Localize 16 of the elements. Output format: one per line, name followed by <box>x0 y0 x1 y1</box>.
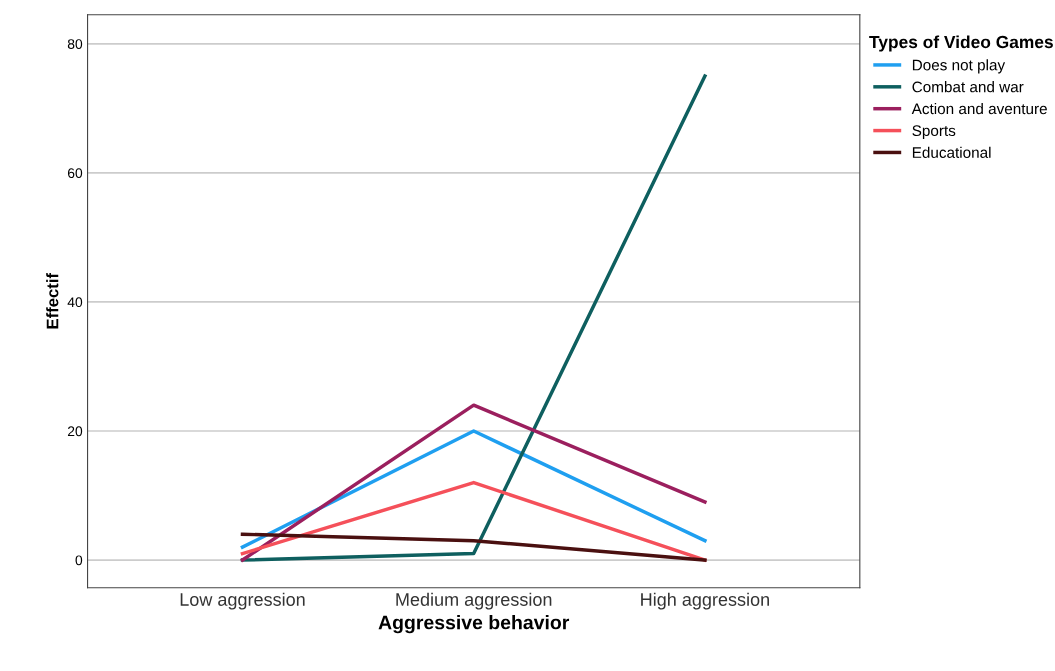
legend-label: Educational <box>912 146 991 158</box>
y-tick-label: 80 <box>67 39 83 49</box>
y-tick-label: 20 <box>67 426 83 437</box>
x-tick-label: Low aggression <box>180 592 305 610</box>
legend-label: Does not play <box>912 59 1006 74</box>
y-tick-label: 40 <box>67 297 83 308</box>
legend-label: Combat and war <box>912 81 1024 93</box>
x-axis-title: Aggressive behavior <box>378 615 570 634</box>
y-axis-title: Effectif <box>46 273 59 329</box>
x-tick-label: Medium aggression <box>396 592 552 610</box>
x-tick-label: High aggression <box>641 592 769 610</box>
legend-title: Types of Video Games <box>869 35 1053 52</box>
legend-label: Sports <box>912 125 956 140</box>
y-tick-label: 60 <box>67 168 83 179</box>
y-tick-label: 0 <box>75 555 83 566</box>
legend-label: Action and aventure <box>911 102 1047 115</box>
